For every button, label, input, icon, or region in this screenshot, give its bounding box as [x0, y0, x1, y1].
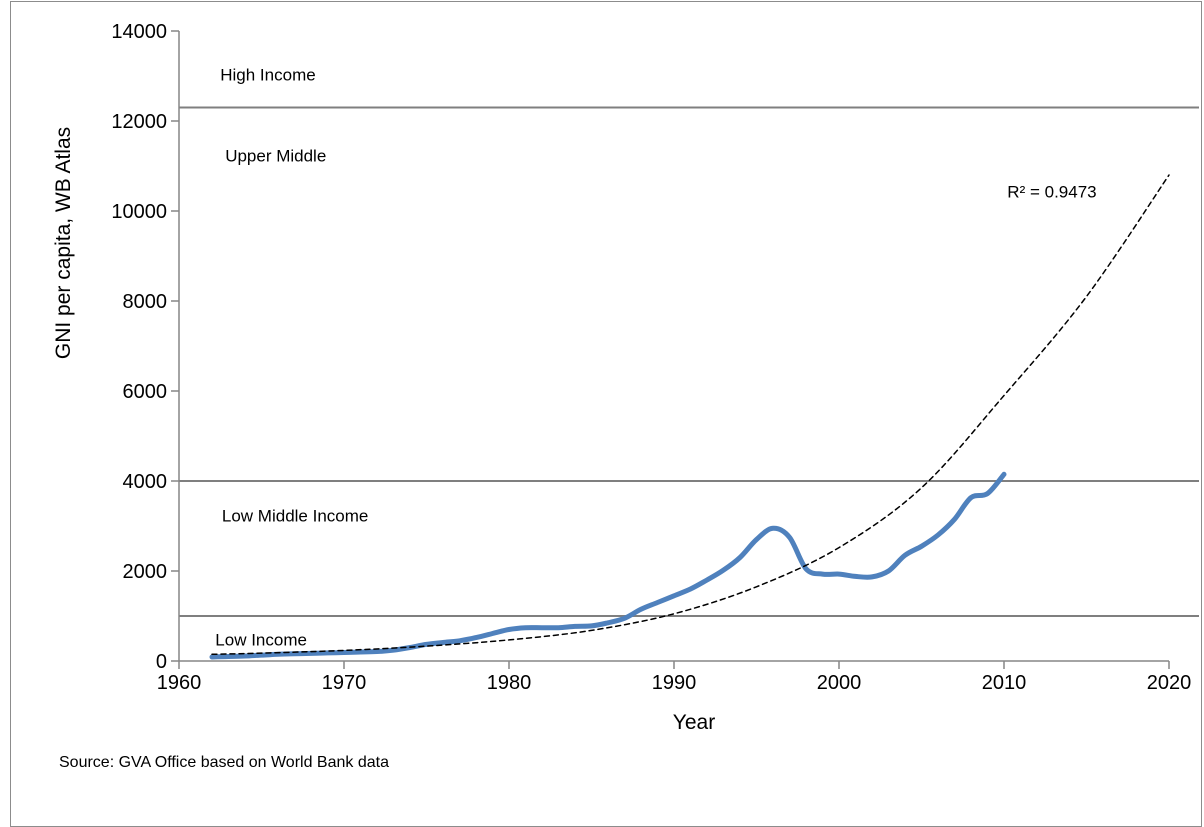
x-axis-label: Year — [673, 711, 715, 734]
y-tick-label: 10000 — [111, 201, 167, 223]
x-tick-label: 2010 — [982, 672, 1027, 694]
annotation-label: High Income — [220, 66, 315, 85]
annotations: High Income Upper Middle R² = 0.9473 Low Mi… — [215, 66, 1096, 650]
source-note: Source: GVA Office based on World Bank d… — [59, 754, 389, 771]
annotation-label: Low Income — [215, 630, 307, 649]
y-tick-label: 4000 — [123, 471, 168, 493]
y-tick-label: 2000 — [123, 561, 168, 583]
annotation-label: Low Middle Income — [222, 507, 368, 526]
y-tick-label: 12000 — [111, 111, 167, 133]
x-tick-label: 2000 — [817, 672, 862, 694]
chart-frame: 0 2000 4000 6000 8000 10000 12000 14000 1960 197… — [10, 1, 1202, 827]
x-tick-label: 1990 — [652, 672, 697, 694]
y-tick-label: 14000 — [111, 21, 167, 43]
annotation-label: Upper Middle — [225, 147, 326, 166]
x-tick-label: 1970 — [322, 672, 367, 694]
x-tick-label: 1980 — [487, 672, 532, 694]
series — [209, 174, 1170, 660]
x-tick-label: 1960 — [157, 672, 202, 694]
y-axis-ticks: 0 2000 4000 6000 8000 10000 12000 14000 — [111, 21, 179, 673]
line-chart: 0 2000 4000 6000 8000 10000 12000 14000 1960 197… — [52, 21, 1199, 734]
y-tick-label: 0 — [156, 651, 167, 673]
gni-series-line — [209, 471, 1007, 660]
trendline — [211, 174, 1170, 656]
axes — [178, 31, 1169, 662]
annotation-label: R² = 0.9473 — [1007, 183, 1096, 202]
income-threshold-lines — [179, 106, 1199, 617]
y-axis-label: GNI per capita, WB Atlas — [52, 127, 75, 359]
x-axis-ticks: 1960 1970 1980 1990 2000 2010 2020 — [157, 661, 1192, 694]
x-tick-label: 2020 — [1147, 672, 1192, 694]
y-tick-label: 8000 — [123, 291, 168, 313]
y-tick-label: 6000 — [123, 381, 168, 403]
